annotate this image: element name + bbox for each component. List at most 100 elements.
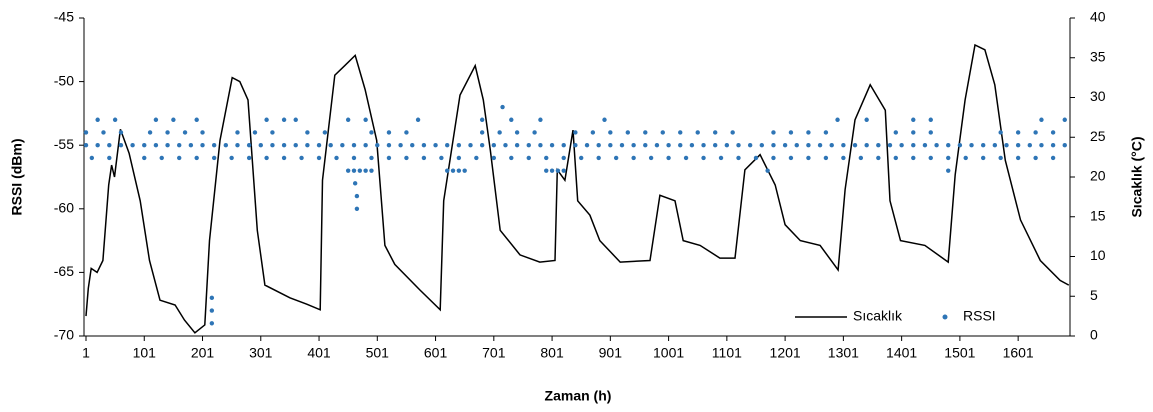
y-tick-label: -65 [54, 263, 74, 279]
y-tick-label: -60 [54, 200, 74, 216]
rssi-point [509, 155, 514, 161]
rssi-point [858, 155, 864, 161]
rssi-point [631, 143, 636, 148]
rssi-point [142, 143, 147, 148]
rssi-point [112, 117, 118, 122]
rssi-point [806, 130, 811, 135]
rssi-point [258, 143, 263, 148]
rssi-point [946, 143, 951, 148]
rssi-point [526, 143, 531, 148]
rssi-point [509, 117, 514, 122]
rssi-point [415, 117, 421, 122]
rssi-point [514, 130, 520, 135]
rssi-point [165, 130, 170, 135]
rssi-point [608, 130, 613, 135]
rssi-point [491, 143, 497, 148]
rssi-point [911, 143, 916, 148]
rssi-point [142, 155, 147, 161]
x-tick-label: 1601 [1003, 345, 1034, 361]
rssi-point [445, 168, 450, 173]
y2-tick-label: 10 [1090, 247, 1106, 263]
rssi-point [363, 168, 368, 173]
rssi-point [316, 143, 322, 148]
x-tick-label: 901 [599, 345, 623, 361]
rssi-point [246, 143, 252, 148]
y2-tick-label: 0 [1090, 327, 1098, 343]
rssi-point [474, 155, 479, 161]
rssi-point [631, 155, 636, 161]
rssi-point [922, 143, 928, 148]
rssi-point [864, 117, 869, 122]
rssi-point [538, 117, 543, 122]
rssi-point [771, 155, 776, 161]
rssi-point [316, 155, 322, 161]
rssi-point [235, 130, 240, 135]
legend-label: Sıcaklık [853, 308, 903, 324]
x-tick-label: 1101 [712, 345, 742, 361]
rssi-point [526, 155, 531, 161]
rssi-point [608, 143, 613, 148]
rssi-point [328, 143, 333, 148]
rssi-point [957, 143, 963, 148]
rssi-point [456, 155, 462, 161]
rssi-point [107, 143, 112, 148]
rssi-point [1033, 130, 1038, 135]
rssi-point [209, 308, 215, 313]
rssi-point [911, 130, 916, 135]
rssi-point [352, 181, 358, 186]
rssi-point [660, 130, 665, 135]
rssi-point [829, 143, 834, 148]
rssi-point [421, 143, 427, 148]
rssi-point [689, 143, 695, 148]
rssi-point [753, 155, 759, 161]
rssi-point [118, 143, 124, 148]
y2-tick-label: 15 [1090, 207, 1106, 223]
rssi-point [293, 117, 298, 122]
rssi-point [165, 143, 170, 148]
rssi-point [95, 117, 100, 122]
rssi-point [479, 117, 485, 122]
rssi-point [281, 143, 287, 148]
rssi-point [439, 155, 444, 161]
rssi-point [788, 155, 794, 161]
rssi-point [363, 117, 368, 122]
rssi-point [538, 143, 543, 148]
rssi-point [270, 130, 275, 135]
rssi-point [771, 130, 776, 135]
rssi-point [223, 143, 229, 148]
rssi-point [544, 155, 549, 161]
rssi-point [835, 117, 840, 122]
rssi-point [345, 168, 351, 173]
rssi-point [1015, 155, 1021, 161]
rssi-point [153, 117, 159, 122]
rssi-point [1050, 155, 1056, 161]
y-tick-label: -50 [54, 72, 74, 88]
rssi-point [404, 155, 409, 161]
x-axis-title: Zaman (h) [545, 388, 612, 404]
rssi-point [293, 143, 298, 148]
rssi-point [678, 130, 683, 135]
rssi-point [351, 168, 357, 173]
rssi-point [1039, 143, 1044, 148]
rssi-point [147, 130, 153, 135]
rssi-point [736, 143, 741, 148]
rssi-point [718, 155, 724, 161]
y2-tick-label: 35 [1090, 48, 1106, 64]
rssi-point [445, 143, 450, 148]
x-tick-label: 1201 [770, 345, 801, 361]
x-tick-label: 1001 [653, 345, 684, 361]
rssi-point [992, 143, 998, 148]
rssi-point [864, 143, 869, 148]
rssi-point [354, 193, 360, 199]
rssi-point [369, 168, 374, 173]
rssi-point [363, 143, 368, 148]
rssi-point [823, 155, 829, 161]
rssi-point [281, 117, 287, 122]
rssi-point [264, 117, 269, 122]
rssi-point [771, 143, 776, 148]
rssi-point [876, 143, 881, 148]
rssi-point [503, 143, 508, 148]
rssi-point [101, 130, 106, 135]
rssi-point [561, 155, 566, 161]
rssi-point [200, 130, 205, 135]
